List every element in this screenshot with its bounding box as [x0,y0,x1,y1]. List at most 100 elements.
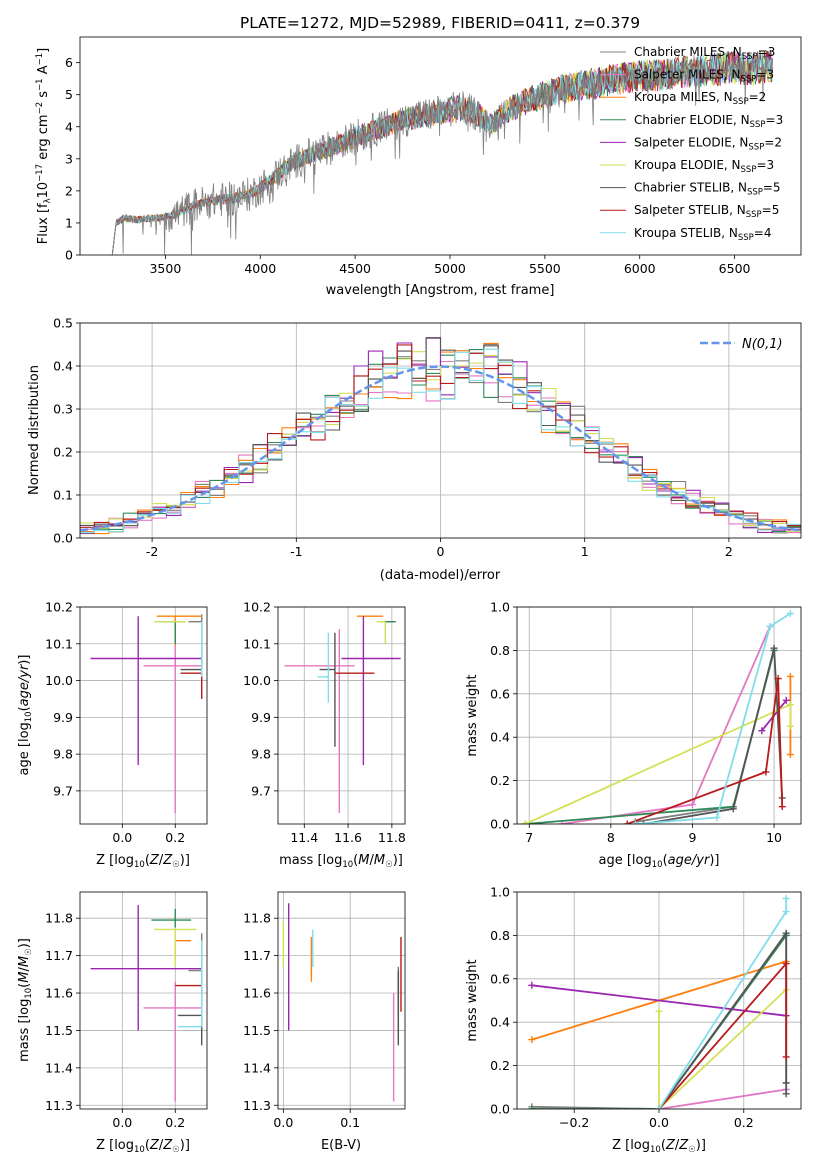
x-tick-label: 11.8 [378,830,406,845]
y-tick-label: 11.8 [45,911,73,926]
age-vs-mass-panel: 11.4 11.6 11.8 9.7 9.8 9.9 10.0 10.1 10.2 mass [l… [243,600,406,871]
weight-marker [688,800,696,808]
y-tick-label: 11.4 [45,1060,73,1075]
weight-marker [782,929,790,937]
x-tick-label: 9 [688,830,696,845]
weight-marker [713,813,721,821]
legend-entry: Chabrier MILES, NSSP=3 [634,45,775,62]
y-tick-label: 11.4 [243,1060,271,1075]
x-axis-label: Z [log10(Z/Z☉)] [96,853,190,870]
spectrum-panel: 3500 4000 4500 5000 5500 6000 6500 0 1 2 3 4 5 6 wavel… [35,36,802,298]
y-tick-label: 1 [65,215,73,230]
x-tick-label: 0.0 [649,1115,669,1130]
histogram-series [80,337,801,529]
weight-series [643,647,784,824]
x-tick-label: 11.4 [290,830,318,845]
legend-entry: Kroupa ELODIE, NSSP=3 [634,158,774,175]
legend-entry: Salpeter ELODIE, NSSP=2 [634,135,782,152]
x-axis-label: wavelength [Angstrom, rest frame] [326,283,555,298]
x-tick-label: 0 [437,544,445,559]
x-tick-label: 8 [607,830,615,845]
y-tick-label: 11.6 [45,986,73,1001]
x-tick-label: 7 [525,830,533,845]
weight-marker [786,722,794,730]
legend-entry: Salpeter STELIB, NSSP=5 [634,203,779,220]
y-tick-label: 10.1 [243,636,271,651]
weight-marker [623,820,631,824]
y-axis-label: Normed distribution [27,365,42,495]
weight-marker [782,1053,790,1061]
histogram-series [80,344,801,531]
weight-marker [770,644,778,652]
y-tick-label: 9.7 [53,783,73,798]
y-tick-label: 4 [65,119,73,134]
weight-marker [655,1105,663,1109]
y-tick-label: 0.4 [490,730,510,745]
y-tick-label: 0.2 [53,445,73,460]
observed-spectrum [111,55,773,255]
weight-series [635,612,791,824]
y-tick-label: 11.6 [243,986,271,1001]
y-tick-label: 11.5 [45,1023,73,1038]
x-tick-label: 10 [766,830,782,845]
x-tick-label: 3500 [149,261,181,276]
weight-marker [729,805,737,813]
y-tick-label: 10.1 [45,636,73,651]
weight-series [658,1088,787,1109]
legend-entry: Salpeter MILES, NSSP=3 [634,68,774,85]
histogram-series [80,348,801,533]
weight-series [635,650,775,823]
y-tick-label: 11.7 [243,948,271,963]
weight-marker [758,727,766,735]
y-tick-label: 0.0 [53,531,73,546]
weight-series [658,930,788,1109]
x-tick-label: 2 [725,544,733,559]
legend-entry: Kroupa MILES, NSSP=2 [634,90,766,107]
weight-marker [782,908,790,916]
y-axis-label: mass weight [465,959,480,1041]
y-tick-label: 0.8 [490,643,510,658]
x-axis-label: (data-model)/error [380,568,501,583]
y-tick-label: 11.3 [45,1098,73,1113]
plot-area [284,615,401,813]
x-tick-label: 0.1 [340,1115,360,1130]
y-tick-label: 0.0 [490,1102,510,1117]
y-tick-label: 2 [65,183,73,198]
axes-frame [79,606,208,825]
x-tick-label: 5500 [529,261,561,276]
weight-series [658,988,787,1109]
x-tick-label: 0.2 [734,1115,754,1130]
weight-series [531,984,787,1017]
plot-area [80,337,801,535]
x-tick-label: 4500 [339,261,371,276]
y-tick-label: 10.0 [243,673,271,688]
weight-marker [786,610,794,618]
axes-frame [79,36,802,256]
y-tick-label: 0.2 [490,773,510,788]
weight-vs-metallicity-panel: −0.2 0.0 0.2 0.0 0.2 0.4 0.6 0.8 1.0 Z [log10(Z/Z… [465,885,802,1155]
mass-vs-ebv-panel: 0.0 0.1 11.3 11.4 11.5 11.6 11.7 11.8 E(B-V) [243,891,406,1153]
x-tick-label: 5000 [434,261,466,276]
weight-marker [774,675,782,683]
y-tick-label: 5 [65,87,73,102]
y-axis-label: mass [log10(M/M☉)] [17,938,34,1062]
figure-title: PLATE=1272, MJD=52989, FIBERID=0411, z=0… [240,14,640,32]
x-tick-label: 11.6 [334,830,362,845]
y-tick-label: 3 [65,151,73,166]
plot-area [90,614,203,813]
y-tick-label: 0.6 [490,686,510,701]
y-axis-label: age [log10(age/yr)] [17,655,34,776]
x-axis-label: Z [log10(Z/Z☉)] [96,1138,190,1155]
residual-histogram-panel: -2 -1 0 1 2 0.0 0.1 0.2 0.3 0.4 0.5 N(0,1) (data-mod… [27,316,802,583]
y-tick-label: 9.7 [251,783,271,798]
y-tick-label: 9.9 [53,710,73,725]
x-tick-label: 0.2 [165,830,185,845]
y-tick-label: 0.5 [53,316,73,331]
axes-frame [277,891,406,1110]
x-tick-label: 4000 [244,261,276,276]
x-axis-label: age [log10(age/yr)] [599,853,720,870]
weight-marker [782,696,790,704]
x-tick-label: −0.2 [559,1115,589,1130]
y-axis-label: mass weight [465,674,480,756]
